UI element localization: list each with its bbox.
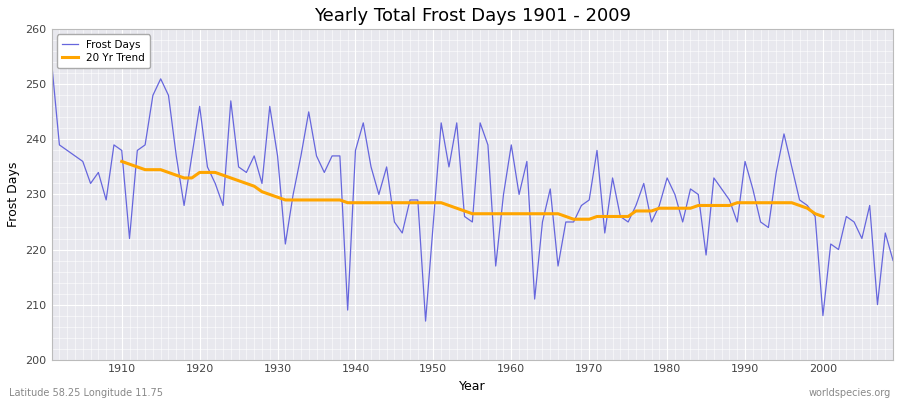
Title: Yearly Total Frost Days 1901 - 2009: Yearly Total Frost Days 1901 - 2009 (314, 7, 631, 25)
Frost Days (506, 142, 517, 147)
20 Yr Trend (116, 159, 127, 164)
Frost Days (608, 176, 618, 180)
20 Yr Trend (802, 206, 813, 211)
X-axis label: Year: Year (459, 380, 486, 393)
20 Yr Trend (568, 217, 579, 222)
Frost Days (46, 60, 57, 65)
20 Yr Trend (295, 198, 306, 202)
20 Yr Trend (716, 203, 727, 208)
Frost Days (420, 319, 431, 324)
Line: Frost Days: Frost Days (51, 62, 893, 321)
20 Yr Trend (280, 198, 291, 202)
Frost Days (109, 142, 120, 147)
20 Yr Trend (810, 211, 821, 216)
Frost Days (887, 258, 898, 263)
20 Yr Trend (202, 170, 212, 175)
Legend: Frost Days, 20 Yr Trend: Frost Days, 20 Yr Trend (57, 34, 150, 68)
Text: worldspecies.org: worldspecies.org (809, 388, 891, 398)
Y-axis label: Frost Days: Frost Days (7, 162, 20, 227)
Text: Latitude 58.25 Longitude 11.75: Latitude 58.25 Longitude 11.75 (9, 388, 163, 398)
20 Yr Trend (817, 214, 828, 219)
Frost Days (327, 154, 338, 158)
Frost Days (280, 242, 291, 246)
Line: 20 Yr Trend: 20 Yr Trend (122, 162, 823, 219)
Frost Days (514, 192, 525, 197)
